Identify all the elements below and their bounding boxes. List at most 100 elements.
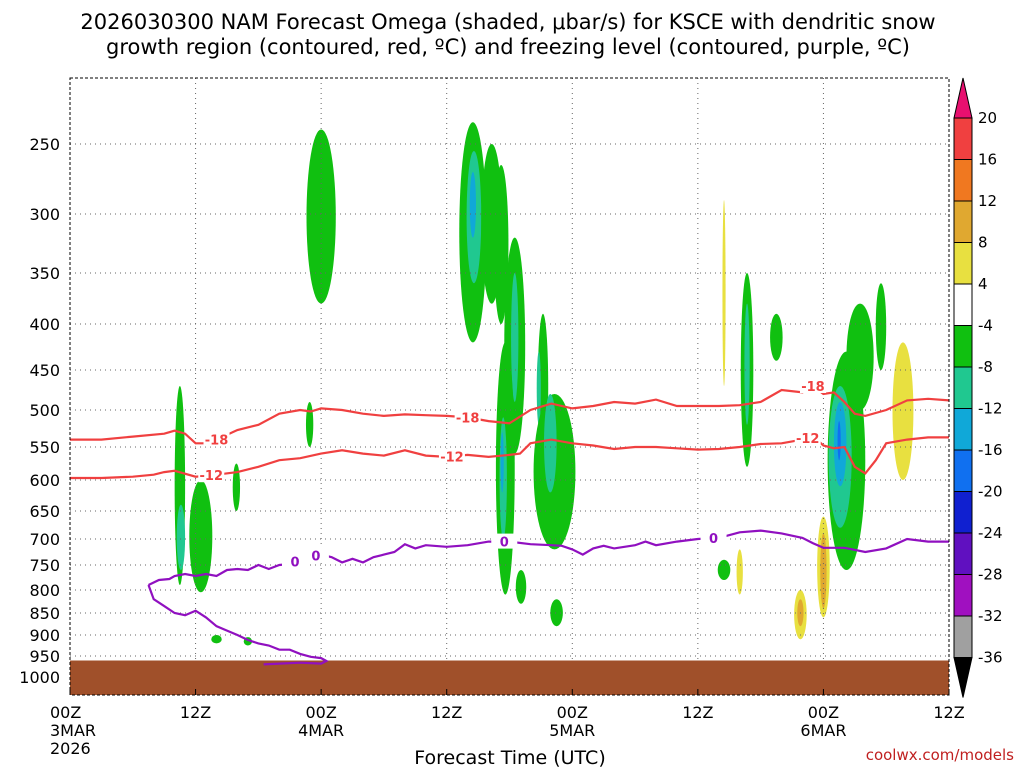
contour-label--12: -12 (440, 450, 464, 465)
omega-region (232, 463, 241, 511)
omega-region (744, 303, 750, 425)
colorbar-segment (953, 615, 973, 658)
y-tick-label: 550 (29, 438, 60, 457)
omega-region (717, 559, 731, 581)
omega-region (176, 504, 186, 570)
x-tick-label: 12Z (180, 703, 211, 722)
colorbar-segment (953, 283, 973, 326)
x-tick-date: 4MAR (298, 721, 344, 740)
omega-region (892, 342, 914, 481)
colorbar-segment (953, 159, 973, 202)
y-tick-label: 950 (29, 647, 60, 666)
credit-text: coolwx.com/models (866, 746, 1014, 764)
contour-label-0: 0 (311, 550, 320, 565)
contour-label-bg (198, 467, 225, 483)
omega-region (306, 129, 336, 304)
colorbar-label: -16 (978, 441, 1003, 459)
contour-label--18: -18 (456, 411, 480, 426)
x-tick-label: 12Z (431, 703, 462, 722)
colorbar-segment (953, 325, 973, 368)
omega-region (550, 599, 563, 627)
contour-label-bg (438, 448, 465, 464)
contour-label-bg (799, 378, 826, 393)
omega-region (536, 351, 541, 425)
y-tick-label: 650 (29, 502, 60, 521)
x-axis-label: Forecast Time (UTC) (414, 747, 605, 768)
contour-label-bg (281, 553, 308, 569)
omega-region (511, 273, 519, 402)
contour-label-bg (203, 431, 230, 447)
contour-label-bg (700, 530, 727, 546)
contour-line--12 (70, 434, 949, 480)
y-tick-label: 500 (29, 401, 60, 420)
colorbar-segment (953, 408, 973, 451)
omega-region (845, 522, 850, 537)
colorbar-bottom-arrow (953, 657, 973, 698)
omega-region (837, 421, 841, 461)
plot-frame (69, 77, 950, 696)
colorbar-segment (953, 532, 973, 575)
colorbar-segment (953, 574, 973, 617)
contour-label-0: 0 (290, 555, 299, 570)
chart-title-line2: growth region (contoured, red, ºC) and f… (106, 35, 910, 59)
colorbar-segment (953, 200, 973, 243)
colorbar-label: -24 (978, 524, 1003, 542)
contour-label-0: 0 (500, 536, 509, 551)
chart-title-line1: 2026030300 NAM Forecast Omega (shaded, μ… (80, 10, 935, 34)
ground-below-surface (70, 660, 949, 695)
colorbar-label: 20 (978, 109, 997, 127)
omega-region (515, 570, 527, 604)
omega-region (500, 432, 504, 493)
omega-region (722, 200, 726, 386)
x-tick-label: 00Z (50, 703, 81, 722)
y-axis: 250 300 350 400 450 500 550 600 650 700 750 800 850 9… (19, 135, 60, 687)
x-tick-label: 12Z (682, 703, 713, 722)
contour-label-bg (302, 547, 329, 563)
x-tick-label: 00Z (557, 703, 588, 722)
x-tick-date: 5MAR (549, 721, 595, 740)
omega-region (544, 394, 557, 493)
contour-label--12: -12 (200, 469, 224, 484)
colorbar-segment (953, 366, 973, 409)
omega-shading (174, 122, 914, 646)
omega-region (875, 283, 887, 370)
y-tick-label: 1000 (19, 668, 60, 687)
contour-label-0: 0 (709, 532, 718, 547)
x-tick-label: 00Z (808, 703, 839, 722)
colorbar-label: -32 (978, 607, 1003, 625)
colorbar-segment (953, 491, 973, 534)
colorbar-label: -36 (978, 649, 1003, 667)
colorbar: 20 16 12 8 4 -4 -8 -12 -16 -20 -24 -28 -32 -36 (953, 77, 1003, 698)
colorbar-segment (953, 449, 973, 492)
colorbar-label: 12 (978, 192, 997, 210)
colorbar-label: -12 (978, 400, 1003, 418)
y-tick-label: 600 (29, 471, 60, 490)
y-tick-label: 250 (29, 135, 60, 154)
omega-region (189, 480, 213, 593)
contour-label-bg (491, 533, 518, 549)
y-tick-label: 900 (29, 626, 60, 645)
x-tick-label: 12Z (933, 703, 964, 722)
colorbar-segment (953, 117, 973, 160)
colorbar-label: 4 (978, 275, 988, 293)
omega-region (211, 635, 222, 644)
x-tick-year: 2026 (50, 739, 91, 758)
colorbar-label: -20 (978, 483, 1003, 501)
contour-label--18: -18 (801, 380, 825, 395)
y-tick-label: 800 (29, 581, 60, 600)
omega-region (305, 402, 314, 447)
colorbar-label: 8 (978, 234, 988, 252)
omega-region (493, 165, 509, 324)
omega-region (469, 172, 477, 238)
omega-region (846, 303, 874, 410)
contour-label--18: -18 (205, 434, 229, 449)
x-tick-label: 00Z (305, 703, 336, 722)
x-tick-date: 6MAR (800, 721, 846, 740)
contour-line-0-low (147, 584, 329, 666)
y-tick-label: 750 (29, 556, 60, 575)
contour-label-bg (454, 409, 481, 425)
y-tick-label: 300 (29, 205, 60, 224)
